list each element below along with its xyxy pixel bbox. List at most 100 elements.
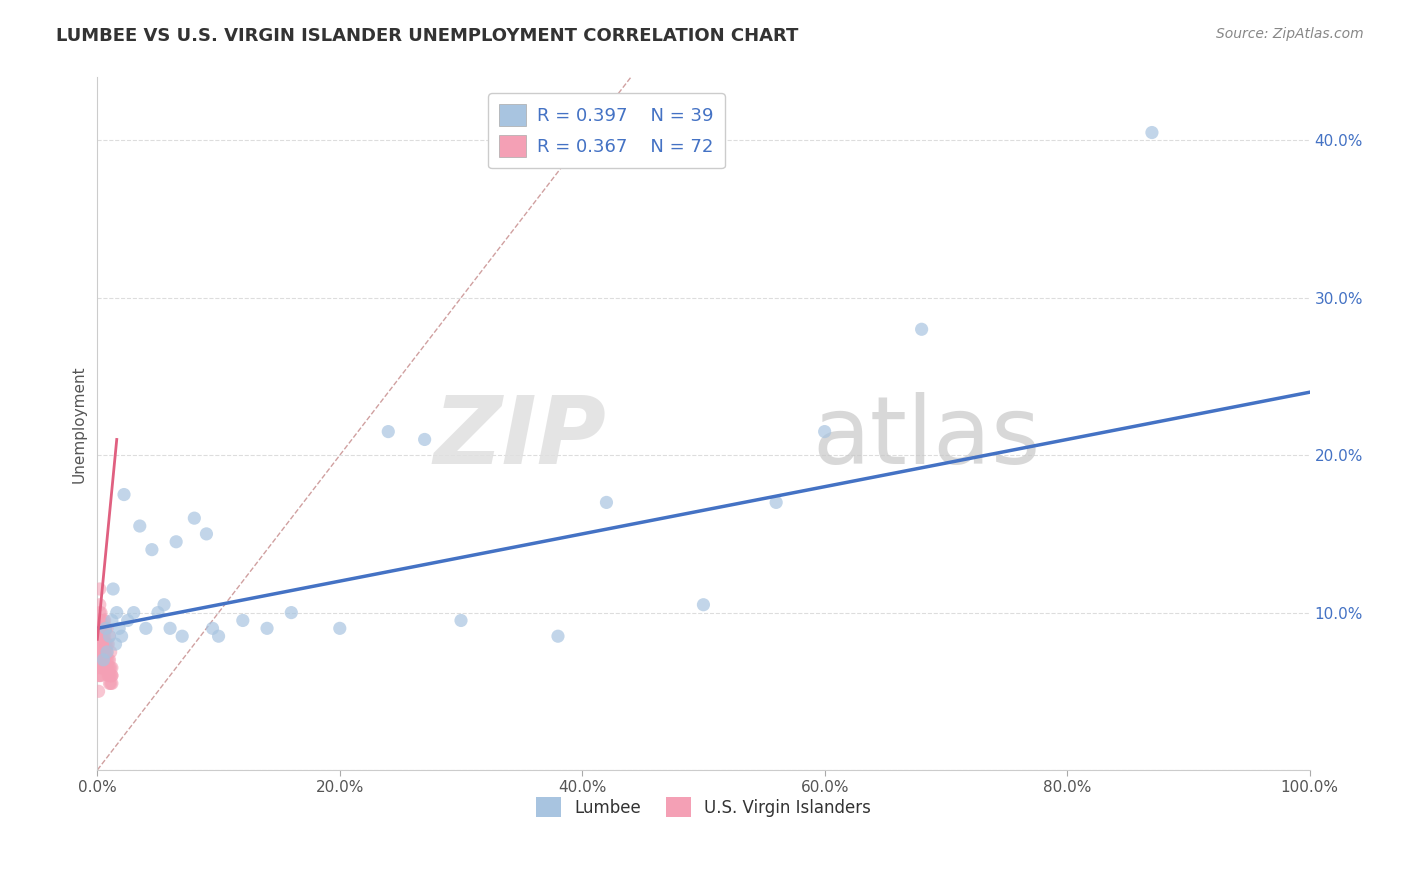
Point bbox=[101, 668, 124, 682]
Point bbox=[89, 645, 111, 659]
Point bbox=[97, 637, 120, 651]
Point bbox=[105, 606, 128, 620]
Point bbox=[94, 661, 117, 675]
Point bbox=[96, 653, 118, 667]
Point bbox=[101, 614, 124, 628]
Point bbox=[207, 629, 229, 643]
Point bbox=[100, 661, 122, 675]
Legend: Lumbee, U.S. Virgin Islanders: Lumbee, U.S. Virgin Islanders bbox=[529, 790, 877, 824]
Point bbox=[98, 661, 121, 675]
Text: Source: ZipAtlas.com: Source: ZipAtlas.com bbox=[1216, 27, 1364, 41]
Point bbox=[89, 668, 111, 682]
Point bbox=[94, 645, 117, 659]
Point bbox=[195, 527, 218, 541]
Point bbox=[89, 598, 111, 612]
Point bbox=[101, 582, 124, 596]
Point bbox=[87, 621, 110, 635]
Point bbox=[100, 645, 122, 659]
Point bbox=[692, 598, 714, 612]
Point bbox=[89, 582, 111, 596]
Point bbox=[91, 645, 114, 659]
Point bbox=[93, 629, 115, 643]
Point bbox=[98, 629, 121, 643]
Point bbox=[87, 653, 110, 667]
Point bbox=[128, 519, 150, 533]
Point bbox=[93, 645, 115, 659]
Point bbox=[100, 668, 122, 682]
Point bbox=[93, 614, 115, 628]
Point bbox=[377, 425, 399, 439]
Point bbox=[87, 645, 110, 659]
Point bbox=[135, 621, 157, 635]
Point bbox=[93, 614, 115, 628]
Point bbox=[97, 668, 120, 682]
Point bbox=[90, 668, 112, 682]
Point bbox=[329, 621, 352, 635]
Y-axis label: Unemployment: Unemployment bbox=[72, 365, 86, 483]
Point bbox=[101, 676, 124, 690]
Point bbox=[93, 661, 115, 675]
Point bbox=[87, 637, 110, 651]
Point bbox=[89, 606, 111, 620]
Point bbox=[89, 621, 111, 635]
Point bbox=[910, 322, 932, 336]
Point bbox=[814, 425, 837, 439]
Point bbox=[98, 668, 121, 682]
Point bbox=[94, 637, 117, 651]
Point bbox=[91, 621, 114, 635]
Point bbox=[183, 511, 205, 525]
Point bbox=[232, 614, 254, 628]
Point bbox=[413, 433, 436, 447]
Text: ZIP: ZIP bbox=[433, 392, 606, 483]
Point bbox=[201, 621, 224, 635]
Point bbox=[122, 606, 145, 620]
Point bbox=[89, 637, 111, 651]
Point bbox=[93, 629, 115, 643]
Point bbox=[101, 668, 124, 682]
Point bbox=[96, 645, 118, 659]
Point bbox=[87, 668, 110, 682]
Point bbox=[280, 606, 302, 620]
Point bbox=[595, 495, 617, 509]
Point bbox=[93, 645, 115, 659]
Point bbox=[96, 637, 118, 651]
Text: LUMBEE VS U.S. VIRGIN ISLANDER UNEMPLOYMENT CORRELATION CHART: LUMBEE VS U.S. VIRGIN ISLANDER UNEMPLOYM… bbox=[56, 27, 799, 45]
Point bbox=[91, 637, 114, 651]
Point bbox=[87, 684, 110, 698]
Point bbox=[89, 629, 111, 643]
Point bbox=[91, 661, 114, 675]
Point bbox=[98, 676, 121, 690]
Point bbox=[96, 661, 118, 675]
Point bbox=[141, 542, 163, 557]
Point bbox=[450, 614, 472, 628]
Point bbox=[87, 637, 110, 651]
Point bbox=[117, 614, 139, 628]
Point bbox=[547, 629, 569, 643]
Point bbox=[91, 653, 114, 667]
Point bbox=[101, 661, 124, 675]
Point bbox=[98, 629, 121, 643]
Point bbox=[94, 621, 117, 635]
Point bbox=[90, 614, 112, 628]
Point bbox=[110, 629, 132, 643]
Point bbox=[765, 495, 787, 509]
Point bbox=[96, 645, 118, 659]
Point bbox=[90, 606, 112, 620]
Point bbox=[89, 614, 111, 628]
Point bbox=[93, 653, 115, 667]
Point bbox=[165, 534, 187, 549]
Point bbox=[93, 653, 115, 667]
Point bbox=[97, 661, 120, 675]
Point bbox=[93, 637, 115, 651]
Point bbox=[93, 661, 115, 675]
Point bbox=[91, 629, 114, 643]
Point bbox=[153, 598, 176, 612]
Point bbox=[90, 629, 112, 643]
Point bbox=[97, 653, 120, 667]
Point bbox=[90, 661, 112, 675]
Point bbox=[96, 621, 118, 635]
Point bbox=[87, 661, 110, 675]
Point bbox=[90, 653, 112, 667]
Point bbox=[104, 637, 127, 651]
Text: atlas: atlas bbox=[813, 392, 1040, 483]
